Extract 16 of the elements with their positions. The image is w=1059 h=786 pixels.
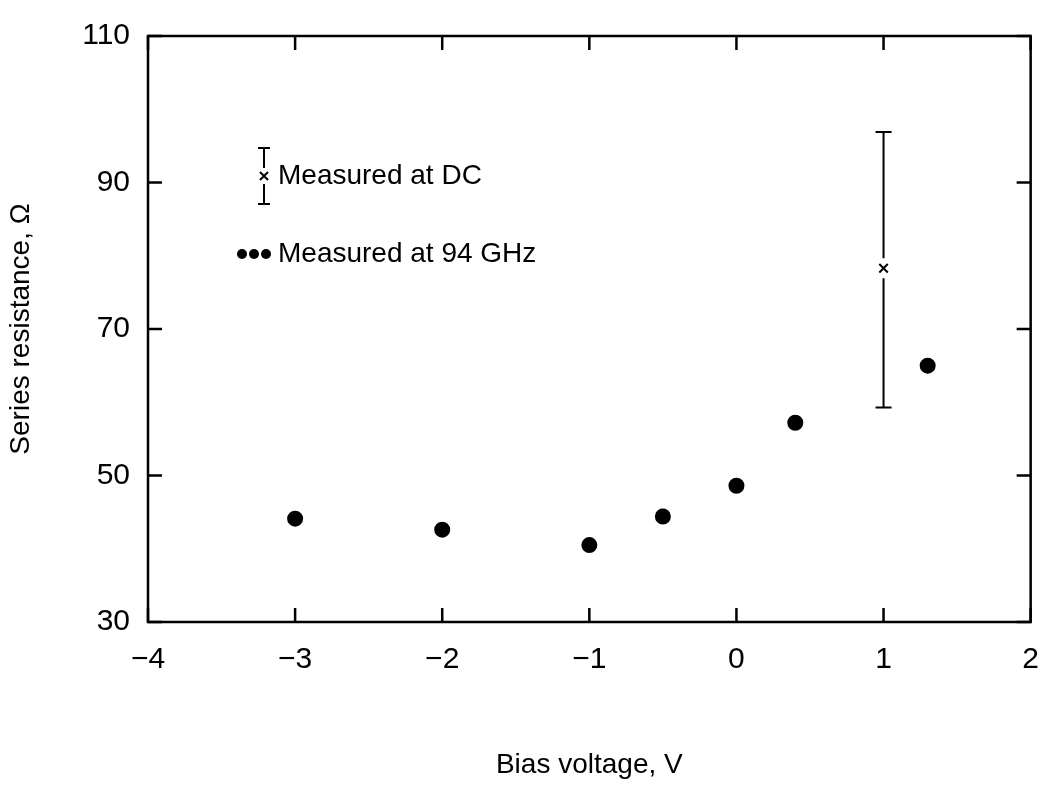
x-tick-label: −3 [278, 641, 313, 675]
x-tick-label: −4 [130, 641, 166, 675]
y-tick-label: 90 [96, 163, 130, 197]
y-tick-label: 110 [82, 17, 130, 51]
y-tick-label: 30 [96, 603, 130, 637]
x-tick-label: −1 [572, 641, 607, 675]
y-axis-title: Series resistance, Ω [3, 203, 35, 455]
y-tick-label: 50 [96, 456, 130, 490]
legend-label: Measured at 94 GHz [278, 236, 537, 268]
x-tick-label: 1 [875, 641, 892, 675]
x-axis-title: Bias voltage, V [495, 747, 684, 779]
x-tick-label: −2 [425, 641, 460, 675]
x-tick-label: 2 [1022, 641, 1039, 675]
y-tick-label: 70 [96, 310, 130, 344]
x-tick-label: 0 [728, 641, 745, 675]
legend-label: Measured at DC [278, 158, 482, 190]
